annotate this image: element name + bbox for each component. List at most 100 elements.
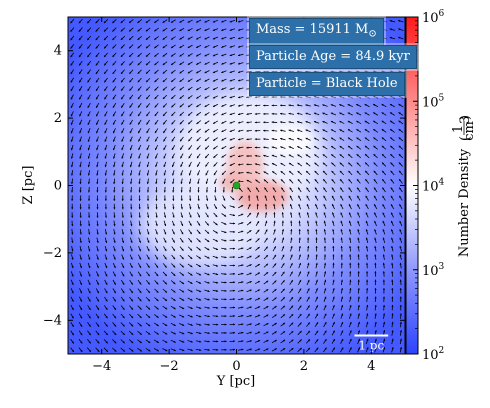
velocity-arrow xyxy=(347,103,353,107)
velocity-arrow xyxy=(163,161,167,168)
velocity-arrow xyxy=(391,304,394,311)
velocity-arrow xyxy=(298,271,302,277)
velocity-arrow xyxy=(145,94,151,100)
velocity-arrow xyxy=(246,163,252,166)
velocity-arrow xyxy=(298,237,301,244)
colorbar-unit: ( 1 cm 3 ) xyxy=(451,115,477,141)
particle-annotation-text: Particle = Black Hole xyxy=(256,76,398,91)
velocity-arrow xyxy=(138,186,141,193)
velocity-arrow xyxy=(348,170,353,176)
velocity-arrow xyxy=(87,271,91,277)
velocity-arrow xyxy=(306,212,310,218)
velocity-arrow xyxy=(137,305,142,310)
velocity-arrow xyxy=(357,237,360,244)
velocity-arrow xyxy=(212,78,219,82)
velocity-arrow xyxy=(314,187,319,193)
velocity-arrow xyxy=(381,162,387,167)
velocity-arrow xyxy=(162,339,168,344)
velocity-arrow xyxy=(237,104,244,107)
velocity-arrow xyxy=(87,322,91,327)
velocity-arrow xyxy=(298,254,301,260)
velocity-arrow xyxy=(221,256,227,259)
velocity-arrow xyxy=(246,238,252,242)
velocity-arrow xyxy=(289,262,293,269)
velocity-arrow xyxy=(229,28,236,31)
velocity-arrow xyxy=(314,195,319,201)
velocity-arrow xyxy=(70,296,74,302)
velocity-arrow xyxy=(237,264,244,267)
velocity-arrow xyxy=(288,146,294,150)
velocity-arrow xyxy=(229,348,236,351)
velocity-arrow xyxy=(374,229,377,235)
velocity-arrow xyxy=(298,195,302,201)
velocity-arrow xyxy=(331,330,336,336)
velocity-arrow xyxy=(78,321,83,328)
velocity-arrow xyxy=(78,338,83,344)
velocity-arrow xyxy=(390,178,395,184)
velocity-arrow xyxy=(138,237,141,243)
velocity-arrow xyxy=(390,203,395,210)
velocity-arrow xyxy=(229,239,236,242)
velocity-arrow xyxy=(382,195,386,201)
velocity-arrow xyxy=(155,212,158,218)
velocity-arrow xyxy=(323,203,327,210)
velocity-arrow xyxy=(79,212,82,218)
velocity-arrow xyxy=(246,229,252,234)
velocity-arrow xyxy=(306,271,310,277)
velocity-arrow xyxy=(145,86,151,91)
velocity-arrow xyxy=(103,339,109,344)
velocity-arrow xyxy=(187,255,193,260)
velocity-arrow xyxy=(71,178,74,185)
velocity-arrow xyxy=(180,153,184,159)
velocity-arrow xyxy=(347,153,353,159)
velocity-arrow xyxy=(298,229,301,235)
velocity-arrow xyxy=(204,78,210,82)
velocity-arrow xyxy=(104,186,107,193)
velocity-arrow xyxy=(229,146,235,149)
velocity-arrow xyxy=(263,280,269,285)
velocity-arrow xyxy=(120,347,126,352)
velocity-arrow xyxy=(254,340,261,343)
velocity-arrow xyxy=(398,195,403,201)
velocity-arrow xyxy=(288,137,294,141)
velocity-arrow xyxy=(204,36,210,40)
velocity-arrow xyxy=(339,104,345,107)
velocity-arrow xyxy=(79,288,83,294)
colorbar-tick-label: 105 xyxy=(422,93,445,110)
velocity-arrow xyxy=(264,203,267,210)
velocity-arrow xyxy=(104,178,107,185)
velocity-arrow xyxy=(305,95,311,98)
velocity-arrow xyxy=(153,331,159,335)
velocity-arrow xyxy=(399,203,403,210)
velocity-arrow xyxy=(364,137,370,142)
velocity-arrow xyxy=(263,263,269,268)
velocity-arrow xyxy=(162,27,168,32)
velocity-arrow xyxy=(221,129,227,133)
velocity-arrow xyxy=(120,339,126,344)
velocity-arrow xyxy=(290,212,293,218)
velocity-arrow xyxy=(263,154,269,158)
velocity-arrow xyxy=(296,95,303,98)
velocity-arrow xyxy=(212,128,218,133)
velocity-arrow xyxy=(137,119,142,125)
velocity-arrow xyxy=(365,338,369,345)
velocity-arrow xyxy=(391,321,394,328)
velocity-arrow xyxy=(374,296,377,303)
velocity-arrow xyxy=(373,178,378,184)
velocity-arrow xyxy=(70,321,75,328)
velocity-arrow xyxy=(306,220,310,227)
velocity-arrow xyxy=(315,271,318,277)
velocity-arrow xyxy=(87,245,91,252)
velocity-arrow xyxy=(254,331,261,335)
velocity-arrow xyxy=(297,313,302,319)
velocity-arrow xyxy=(357,212,361,218)
velocity-arrow xyxy=(162,78,168,83)
velocity-arrow xyxy=(71,220,74,227)
velocity-arrow xyxy=(315,245,318,252)
velocity-arrow xyxy=(128,52,134,58)
velocity-arrow xyxy=(254,323,261,326)
velocity-arrow xyxy=(263,112,269,115)
velocity-arrow xyxy=(340,279,343,286)
velocity-arrow xyxy=(306,305,310,311)
velocity-arrow xyxy=(213,203,218,210)
